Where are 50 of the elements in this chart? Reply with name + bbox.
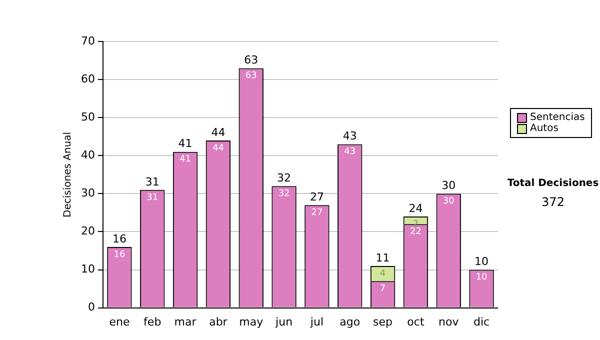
y-axis-title: Decisiones Anual bbox=[62, 132, 74, 218]
y-tick-label: 20 bbox=[80, 224, 95, 238]
legend-label: Sentencias bbox=[530, 112, 585, 123]
data-label: 63 bbox=[245, 71, 257, 82]
total-label: 24 bbox=[408, 202, 423, 215]
total-label: 30 bbox=[442, 179, 456, 192]
x-tick-label: ago bbox=[340, 315, 360, 328]
y-tick-label: 30 bbox=[80, 186, 95, 200]
data-label: 10 bbox=[476, 272, 488, 283]
total-label: 44 bbox=[211, 126, 226, 139]
total-label: 43 bbox=[342, 130, 357, 143]
text: 372 bbox=[540, 195, 566, 209]
total-label: 41 bbox=[178, 137, 192, 150]
data-label: 7 bbox=[380, 284, 386, 294]
y-tick-label: 50 bbox=[80, 110, 95, 124]
total-label: 10 bbox=[474, 255, 489, 268]
x-tick-label: may bbox=[239, 315, 264, 328]
data-label: 32 bbox=[278, 188, 290, 199]
x-tick-label: feb bbox=[144, 315, 162, 328]
data-label: 30 bbox=[442, 196, 455, 207]
total-label: 63 bbox=[244, 54, 258, 67]
data-label: 16 bbox=[114, 250, 126, 260]
text: Total Decisiones bbox=[506, 178, 600, 189]
legend-label: Autos bbox=[530, 123, 558, 134]
data-label: 22 bbox=[410, 226, 422, 237]
x-tick-label: oct bbox=[407, 315, 425, 328]
data-label: 4 bbox=[380, 268, 386, 279]
x-tick-label: sep bbox=[373, 315, 393, 328]
y-tick-label: 40 bbox=[80, 148, 95, 162]
data-label: 31 bbox=[146, 192, 158, 203]
y-tick-label: 10 bbox=[80, 262, 95, 276]
y-tick-label: 60 bbox=[80, 72, 95, 86]
data-label: 44 bbox=[212, 143, 224, 154]
y-tick-label: 0 bbox=[88, 300, 95, 314]
total-label: 31 bbox=[145, 175, 160, 188]
x-tick-label: dic bbox=[473, 315, 490, 328]
data-label: 41 bbox=[180, 154, 192, 165]
x-tick-label: nov bbox=[438, 315, 460, 328]
total-label: 16 bbox=[112, 232, 126, 246]
x-tick-label: jul bbox=[309, 315, 324, 328]
total-label: 32 bbox=[277, 171, 292, 184]
x-tick-label: ene bbox=[109, 315, 130, 328]
total-label: 27 bbox=[310, 190, 324, 204]
x-tick-label: jun bbox=[274, 315, 293, 328]
data-label: 27 bbox=[311, 208, 323, 218]
total-label: 11 bbox=[376, 251, 390, 264]
x-tick-label: mar bbox=[174, 315, 197, 328]
data-label: 43 bbox=[344, 147, 356, 158]
y-tick-label: 70 bbox=[80, 34, 95, 48]
x-tick-label: abr bbox=[209, 315, 228, 328]
